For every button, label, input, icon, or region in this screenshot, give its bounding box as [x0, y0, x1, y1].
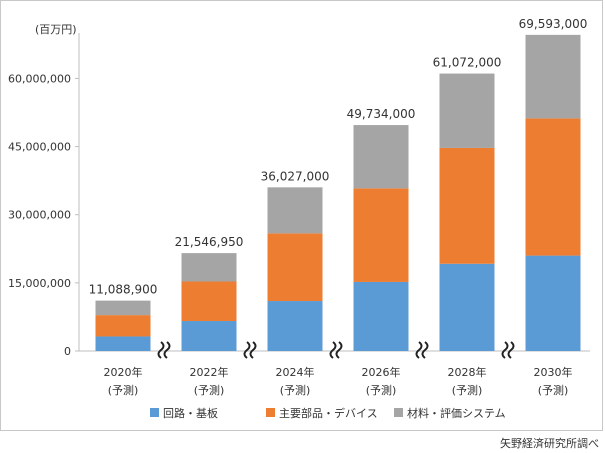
- chart-frame: [0, 0, 603, 431]
- x-category-sublabel: (予測): [366, 383, 397, 397]
- bar-segment: [353, 281, 409, 351]
- bar-segment: [525, 255, 581, 351]
- bar-segment: [181, 253, 237, 282]
- x-category-label: 2020年: [104, 365, 143, 379]
- x-category-sublabel: (予測): [108, 383, 139, 397]
- source-note: 矢野経済研究所調べ: [500, 437, 599, 450]
- x-category-sublabel: (予測): [280, 383, 311, 397]
- bar-segment: [181, 321, 237, 351]
- bar-total-label: 11,088,900: [89, 283, 158, 297]
- bar-segment: [525, 118, 581, 256]
- axis-break-mark: [335, 341, 343, 359]
- x-category-sublabel: (予測): [538, 383, 569, 397]
- y-tick-label: 45,000,000: [8, 141, 71, 154]
- bar-segment: [353, 125, 409, 189]
- legend-swatch: [150, 408, 159, 417]
- legend-swatch: [266, 408, 275, 417]
- legend-label: 回路・基板: [163, 406, 218, 420]
- x-category-label: 2026年: [362, 365, 401, 379]
- bar-total-label: 21,546,950: [175, 235, 244, 249]
- legend-label: 材料・評価システム: [407, 406, 506, 420]
- axis-break-mark: [157, 341, 165, 359]
- x-category-label: 2028年: [448, 365, 487, 379]
- axis-break-mark: [163, 341, 171, 359]
- bar-total-label: 36,027,000: [261, 169, 330, 183]
- x-category-sublabel: (予測): [452, 383, 483, 397]
- legend-swatch: [394, 408, 403, 417]
- bar-segment: [95, 315, 151, 337]
- y-tick-label: 30,000,000: [8, 209, 71, 222]
- x-category-label: 2030年: [534, 365, 573, 379]
- axis-break-mark: [415, 341, 423, 359]
- x-category-sublabel: (予測): [194, 383, 225, 397]
- axis-break-mark: [501, 341, 509, 359]
- bar-total-label: 69,593,000: [519, 17, 588, 31]
- y-tick-label: 15,000,000: [8, 277, 71, 290]
- bar-total-label: 49,734,000: [347, 107, 416, 121]
- bar-segment: [95, 336, 151, 351]
- axis-break-mark: [329, 341, 337, 359]
- bar-segment: [95, 300, 151, 316]
- bar-segment: [353, 188, 409, 282]
- bar-segment: [525, 34, 581, 119]
- y-axis-unit-label: (百万円): [35, 23, 77, 36]
- bar-total-label: 61,072,000: [433, 56, 502, 70]
- axis-break-mark: [507, 341, 515, 359]
- axis-break-mark: [421, 341, 429, 359]
- axis-break-mark: [243, 341, 251, 359]
- bar-segment: [439, 263, 495, 351]
- bar-segment: [439, 73, 495, 148]
- x-category-label: 2024年: [276, 365, 315, 379]
- bar-segment: [267, 301, 323, 351]
- x-category-label: 2022年: [190, 365, 229, 379]
- axis-break-mark: [249, 341, 257, 359]
- bar-segment: [267, 187, 323, 234]
- bar-segment: [267, 233, 323, 302]
- y-tick-label: 0: [64, 345, 71, 358]
- bar-segment: [439, 147, 495, 264]
- bar-segment: [181, 281, 237, 322]
- y-tick-label: 60,000,000: [8, 72, 71, 85]
- legend-label: 主要部品・デバイス: [279, 406, 378, 420]
